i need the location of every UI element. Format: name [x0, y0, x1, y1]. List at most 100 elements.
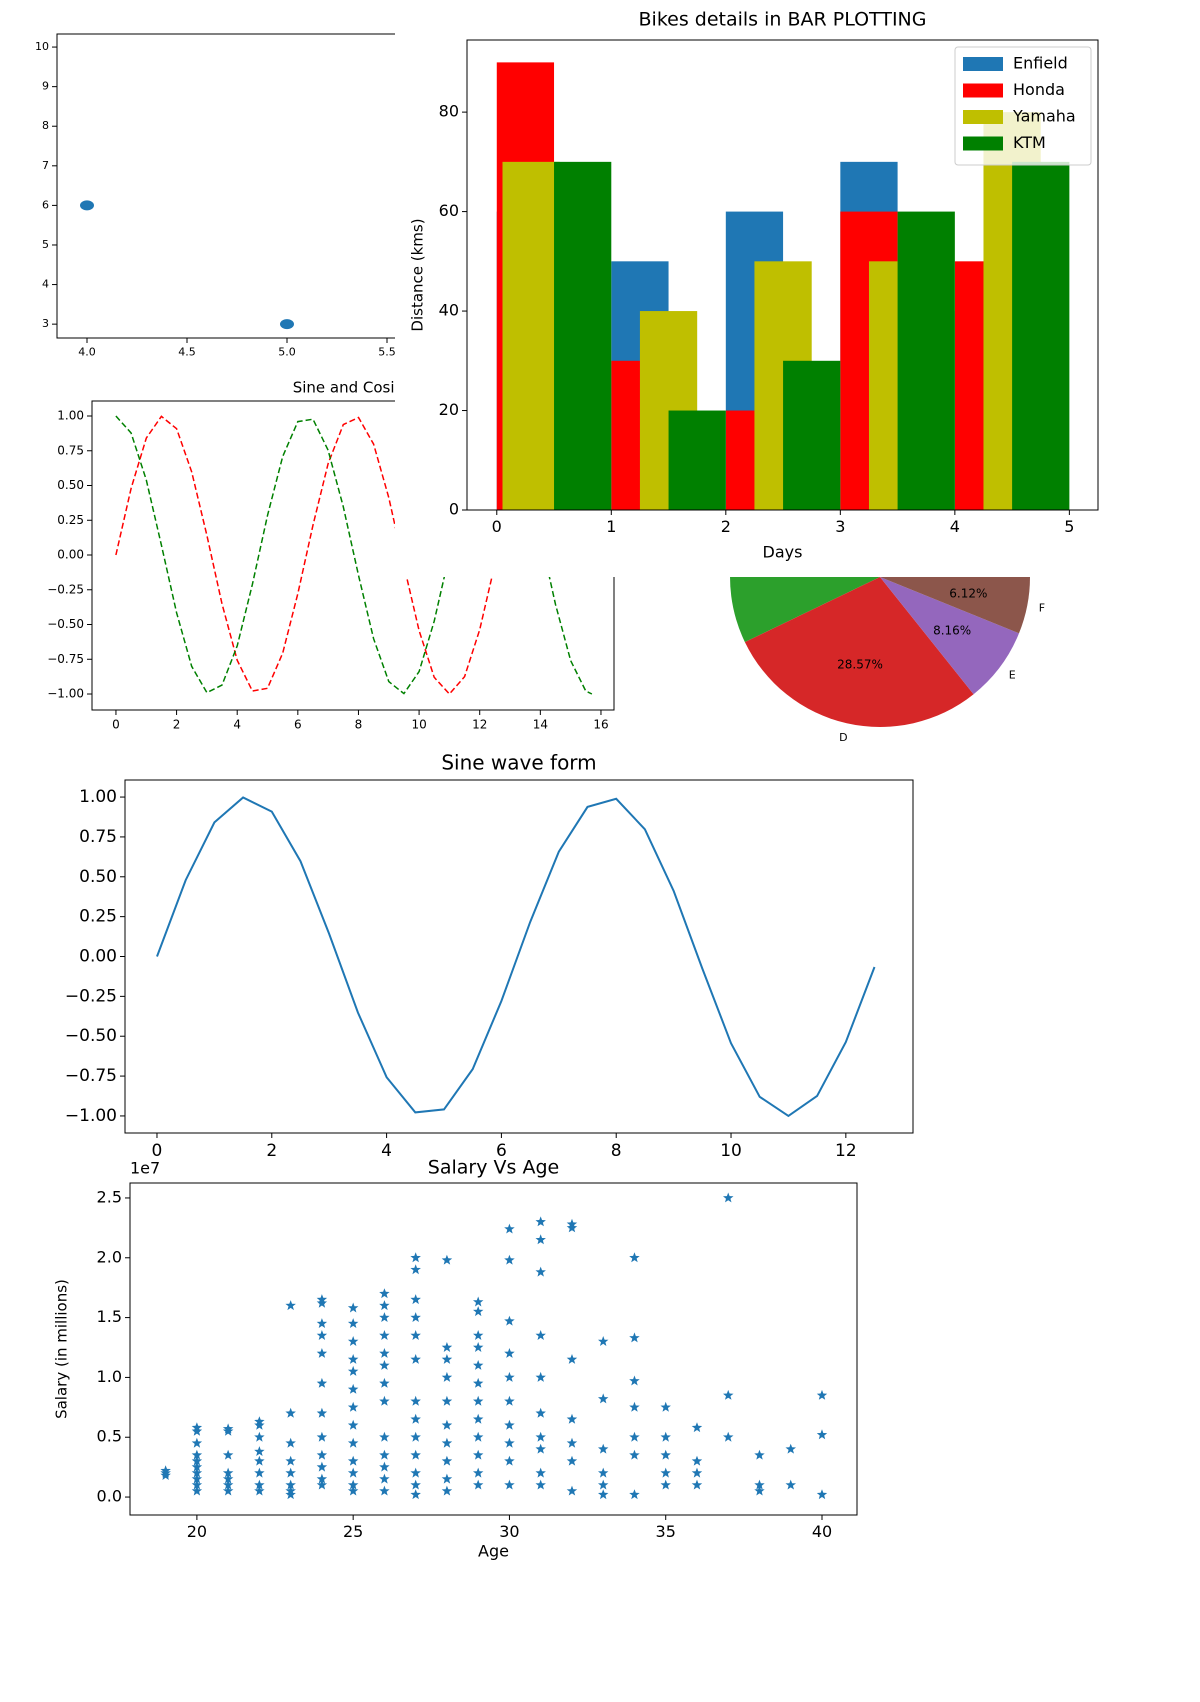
- point: [222, 1479, 234, 1490]
- point: [191, 1455, 203, 1466]
- line: [156, 796, 876, 1118]
- y-tick-label: −0.25: [47, 582, 84, 596]
- legend-label: Honda: [1013, 80, 1065, 99]
- chart-title: Bikes details in BAR PLOTTING: [639, 9, 927, 31]
- point: [660, 1479, 671, 1490]
- bar: [502, 161, 560, 510]
- point: [410, 1395, 421, 1406]
- x-tick-label: 20: [187, 1522, 207, 1541]
- legend-label: Yamaha: [1012, 107, 1076, 126]
- bar: [897, 211, 955, 511]
- point: [379, 1485, 390, 1496]
- point: [473, 1377, 484, 1388]
- point: [504, 1395, 515, 1406]
- bar: [1012, 161, 1070, 510]
- point: [754, 1485, 765, 1496]
- point: [222, 1423, 234, 1434]
- point: [441, 1254, 453, 1265]
- y-axis-label: Salary (in millions): [53, 1279, 71, 1419]
- point: [347, 1401, 359, 1412]
- point: [347, 1419, 359, 1430]
- point: [379, 1473, 390, 1484]
- point: [347, 1336, 359, 1346]
- point: [222, 1449, 234, 1460]
- x-tick-label: 40: [812, 1522, 832, 1541]
- pie-label: D: [839, 731, 847, 744]
- point: [754, 1449, 765, 1460]
- legend-box: [954, 46, 1092, 166]
- bar: [783, 360, 841, 510]
- y-tick-label: 0.0: [97, 1487, 122, 1506]
- point: [410, 1354, 421, 1364]
- chart-title: Salary Vs Age: [428, 1157, 559, 1179]
- legend-swatch: [963, 83, 1003, 98]
- point: [316, 1407, 328, 1418]
- point: [535, 1479, 546, 1490]
- y-offset-label: 1e7: [130, 1159, 160, 1178]
- point: [660, 1449, 671, 1460]
- point: [473, 1330, 484, 1340]
- legend: Enfield Honda Yamaha KTM: [954, 46, 1092, 166]
- point: [504, 1479, 515, 1490]
- point: [723, 1192, 734, 1203]
- point: [316, 1479, 328, 1490]
- point: [316, 1330, 328, 1340]
- point: [316, 1473, 328, 1484]
- x-tick-label: 0: [492, 517, 502, 536]
- point: [254, 1416, 265, 1427]
- x-tick-label: 2: [266, 1141, 277, 1161]
- point: [629, 1489, 640, 1500]
- point: [660, 1401, 671, 1412]
- y-tick-label: 0.50: [79, 867, 117, 887]
- point: [191, 1473, 203, 1484]
- point: [191, 1437, 203, 1448]
- y-tick-label: 9: [42, 80, 49, 93]
- figure: 20 25 30 35 40 0.0 0.5 1.0 1.5 2.0 2.5 Salary Vs Ag…: [53, 1157, 858, 1561]
- x-tick-label: 35: [656, 1522, 676, 1541]
- point: [723, 1389, 734, 1400]
- point: [473, 1479, 484, 1490]
- point: [347, 1485, 359, 1496]
- x-tick-label: 4: [233, 718, 241, 732]
- point: [504, 1419, 515, 1430]
- point: [629, 1375, 640, 1386]
- y-tick-label: 2.5: [97, 1187, 122, 1206]
- point: [316, 1377, 328, 1388]
- point: [691, 1479, 703, 1490]
- axes-frame: [124, 779, 914, 1134]
- point: [785, 1479, 796, 1490]
- y-tick-label: −0.75: [65, 1066, 117, 1086]
- y-tick-label: 0.75: [57, 443, 84, 457]
- x-tick-label: 12: [472, 718, 487, 732]
- pie-slice: [880, 577, 1019, 695]
- point: [347, 1365, 359, 1376]
- point: [285, 1479, 296, 1490]
- point: [191, 1461, 203, 1472]
- point: [316, 1431, 328, 1442]
- point: [254, 1431, 265, 1442]
- x-tick-label: 6: [496, 1141, 507, 1161]
- y-tick-label: 2.0: [97, 1247, 122, 1266]
- x-tick-label: 2: [721, 517, 731, 536]
- legend-swatch: [963, 57, 1003, 71]
- point: [535, 1330, 546, 1340]
- point: [535, 1371, 546, 1382]
- point: [629, 1431, 640, 1442]
- x-tick-label: 0: [112, 718, 120, 732]
- point: [379, 1330, 390, 1340]
- x-tick-label: 5: [1064, 517, 1074, 536]
- point: [723, 1431, 734, 1442]
- point: [629, 1252, 640, 1263]
- legend-swatch: [963, 136, 1003, 151]
- point: [441, 1395, 453, 1406]
- x-axis-label: Age: [478, 1542, 509, 1561]
- point: [473, 1413, 484, 1424]
- pie-value-label: 28.57%: [837, 657, 883, 671]
- point: [473, 1449, 484, 1460]
- point: [379, 1461, 390, 1472]
- x-axis-label: Days: [763, 543, 803, 562]
- x-tick-label: 1: [606, 517, 616, 536]
- y-tick-label: 0.75: [79, 827, 117, 847]
- x-tick-label: 30: [499, 1522, 519, 1541]
